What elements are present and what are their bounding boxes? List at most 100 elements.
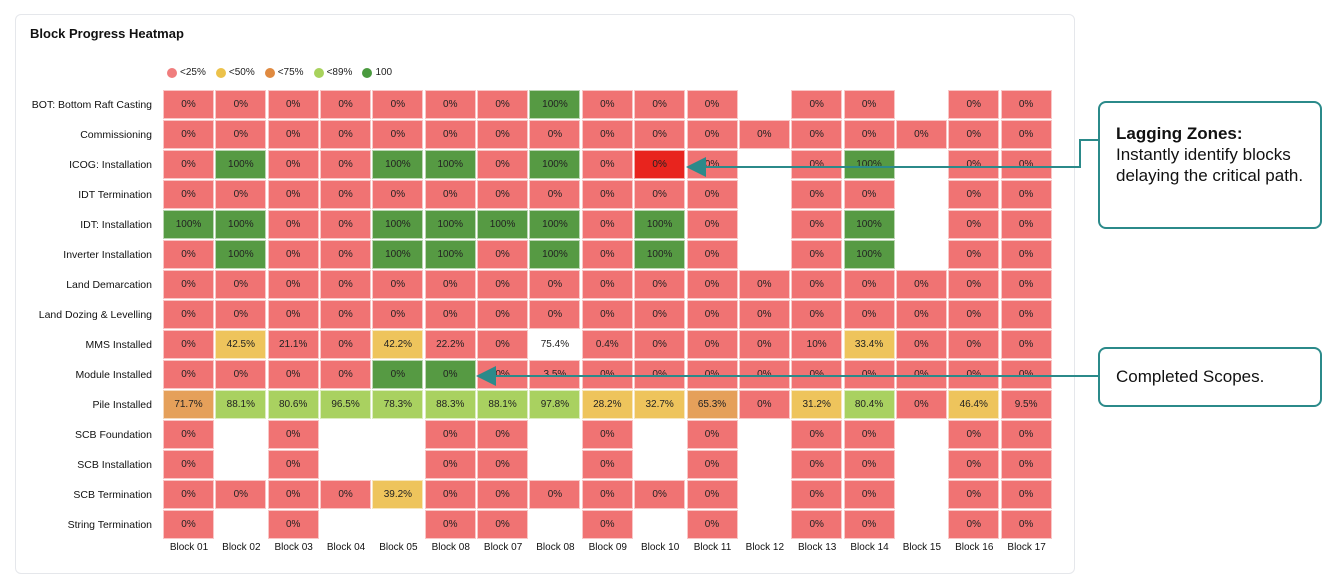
heatmap-cell[interactable]: 0%: [320, 360, 372, 389]
heatmap-cell[interactable]: 0%: [267, 270, 319, 299]
heatmap-cell[interactable]: 97.8%: [529, 390, 581, 419]
heatmap-cell[interactable]: 32.7%: [634, 390, 686, 419]
heatmap-cell[interactable]: 0%: [791, 180, 843, 209]
heatmap-cell[interactable]: 0%: [163, 90, 214, 119]
heatmap-cell[interactable]: 0%: [895, 120, 947, 149]
heatmap-cell[interactable]: 96.5%: [320, 390, 372, 419]
heatmap-cell[interactable]: [634, 420, 686, 449]
heatmap-cell[interactable]: 0%: [424, 450, 476, 479]
heatmap-cell[interactable]: 100%: [424, 210, 476, 239]
heatmap-cell[interactable]: 0%: [686, 450, 738, 479]
heatmap-cell[interactable]: 28.2%: [581, 390, 633, 419]
heatmap-cell[interactable]: [895, 90, 947, 119]
heatmap-cell[interactable]: 88.1%: [215, 390, 267, 419]
heatmap-cell[interactable]: 0%: [267, 180, 319, 209]
heatmap-cell[interactable]: [895, 480, 947, 509]
heatmap-cell[interactable]: 0%: [372, 270, 424, 299]
heatmap-cell[interactable]: 0%: [1000, 360, 1052, 389]
heatmap-cell[interactable]: 0%: [581, 420, 633, 449]
heatmap-cell[interactable]: [738, 420, 790, 449]
heatmap-cell[interactable]: 88.1%: [477, 390, 529, 419]
heatmap-cell[interactable]: 0%: [791, 240, 843, 269]
heatmap-cell[interactable]: [738, 210, 790, 239]
heatmap-cell[interactable]: 0%: [477, 450, 529, 479]
heatmap-cell[interactable]: 0%: [163, 240, 214, 269]
heatmap-cell[interactable]: 0%: [738, 270, 790, 299]
heatmap-cell[interactable]: 0%: [1000, 510, 1052, 539]
heatmap-cell[interactable]: 33.4%: [843, 330, 895, 359]
heatmap-cell[interactable]: 0%: [424, 90, 476, 119]
heatmap-cell[interactable]: 46.4%: [948, 390, 1000, 419]
heatmap-cell[interactable]: 0%: [738, 300, 790, 329]
heatmap-cell[interactable]: [529, 420, 581, 449]
heatmap-cell[interactable]: 0%: [948, 330, 1000, 359]
heatmap-cell[interactable]: 0%: [477, 270, 529, 299]
heatmap-cell[interactable]: 0%: [634, 330, 686, 359]
heatmap-cell[interactable]: [738, 480, 790, 509]
heatmap-cell[interactable]: 0%: [686, 480, 738, 509]
heatmap-cell[interactable]: 9.5%: [1000, 390, 1052, 419]
heatmap-cell[interactable]: 0%: [738, 330, 790, 359]
heatmap-cell[interactable]: 0%: [320, 240, 372, 269]
heatmap-cell[interactable]: 0%: [1000, 240, 1052, 269]
heatmap-cell[interactable]: 0%: [686, 240, 738, 269]
heatmap-cell[interactable]: 0%: [163, 120, 214, 149]
heatmap-cell[interactable]: 0%: [267, 360, 319, 389]
heatmap-cell[interactable]: 0%: [320, 270, 372, 299]
heatmap-cell[interactable]: 0%: [267, 450, 319, 479]
heatmap-cell[interactable]: 0%: [477, 180, 529, 209]
heatmap-cell[interactable]: 0%: [529, 480, 581, 509]
heatmap-cell[interactable]: 0%: [529, 180, 581, 209]
heatmap-cell[interactable]: 0%: [267, 150, 319, 179]
heatmap-cell[interactable]: 0%: [320, 180, 372, 209]
heatmap-cell[interactable]: [895, 210, 947, 239]
heatmap-cell[interactable]: [372, 450, 424, 479]
heatmap-cell[interactable]: 0%: [320, 210, 372, 239]
heatmap-cell[interactable]: 0%: [320, 90, 372, 119]
heatmap-cell[interactable]: 0%: [843, 120, 895, 149]
heatmap-cell[interactable]: 0%: [1000, 90, 1052, 119]
heatmap-cell[interactable]: 0%: [843, 510, 895, 539]
heatmap-cell[interactable]: 0%: [738, 360, 790, 389]
heatmap-cell[interactable]: 100%: [163, 210, 214, 239]
heatmap-cell[interactable]: 0%: [320, 480, 372, 509]
heatmap-cell[interactable]: 0%: [581, 270, 633, 299]
heatmap-cell[interactable]: 21.1%: [267, 330, 319, 359]
heatmap-cell[interactable]: 0%: [215, 360, 267, 389]
heatmap-cell[interactable]: 0%: [686, 120, 738, 149]
heatmap-cell[interactable]: 0%: [424, 180, 476, 209]
heatmap-cell[interactable]: 0%: [163, 510, 214, 539]
heatmap-cell[interactable]: 0%: [634, 480, 686, 509]
heatmap-cell[interactable]: 0%: [686, 510, 738, 539]
heatmap-cell[interactable]: 0%: [791, 210, 843, 239]
heatmap-cell[interactable]: [372, 420, 424, 449]
heatmap-cell[interactable]: 100%: [372, 240, 424, 269]
heatmap-cell[interactable]: [215, 450, 267, 479]
heatmap-cell[interactable]: 0%: [1000, 420, 1052, 449]
heatmap-cell[interactable]: 0%: [791, 450, 843, 479]
heatmap-cell[interactable]: 100%: [424, 150, 476, 179]
heatmap-cell[interactable]: 0%: [477, 150, 529, 179]
heatmap-cell[interactable]: 0%: [686, 300, 738, 329]
heatmap-cell[interactable]: 42.5%: [215, 330, 267, 359]
heatmap-cell[interactable]: 0%: [424, 420, 476, 449]
heatmap-cell[interactable]: 0%: [581, 480, 633, 509]
heatmap-cell[interactable]: 0%: [320, 300, 372, 329]
heatmap-cell[interactable]: [895, 420, 947, 449]
heatmap-cell[interactable]: 0%: [843, 480, 895, 509]
heatmap-cell[interactable]: 78.3%: [372, 390, 424, 419]
heatmap-cell[interactable]: [634, 510, 686, 539]
heatmap-cell[interactable]: 0%: [163, 360, 214, 389]
heatmap-cell[interactable]: 0%: [634, 360, 686, 389]
heatmap-cell[interactable]: [529, 450, 581, 479]
heatmap-cell[interactable]: 0%: [791, 510, 843, 539]
heatmap-cell[interactable]: 0%: [163, 420, 214, 449]
heatmap-cell[interactable]: 0%: [791, 270, 843, 299]
heatmap-cell[interactable]: 0%: [948, 150, 1000, 179]
heatmap-cell[interactable]: 0%: [163, 330, 214, 359]
heatmap-cell[interactable]: [895, 450, 947, 479]
heatmap-cell[interactable]: 0%: [948, 480, 1000, 509]
heatmap-cell[interactable]: 0%: [791, 360, 843, 389]
heatmap-cell[interactable]: 100%: [843, 150, 895, 179]
heatmap-cell[interactable]: 0%: [320, 330, 372, 359]
